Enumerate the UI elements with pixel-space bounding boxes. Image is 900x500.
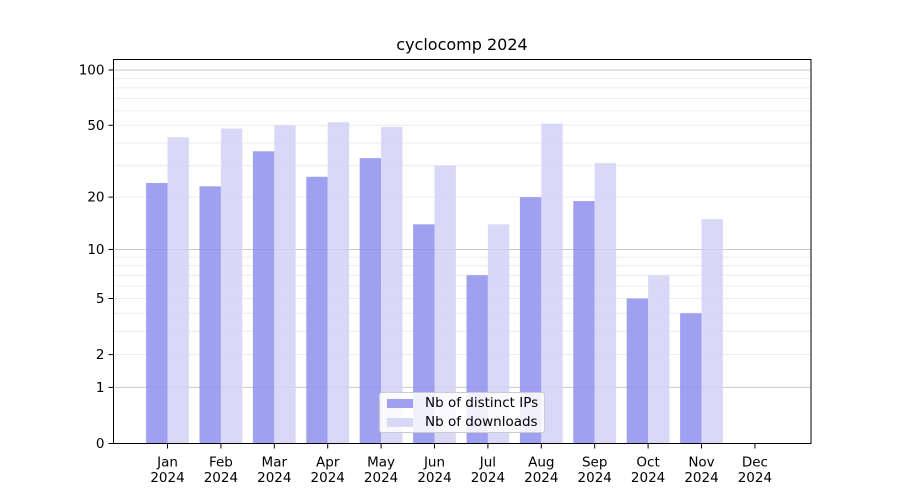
bar-nb-of-distinct-ips-jan-2024	[146, 183, 168, 444]
legend-swatch-distinct-ips-icon	[387, 398, 413, 408]
x-tick-label-month: Jul	[479, 455, 496, 471]
bar-nb-of-downloads-nov-2024	[701, 219, 723, 444]
x-tick-label-year: 2024	[524, 470, 558, 486]
y-tick-label: 10	[87, 242, 104, 258]
x-tick-label-year: 2024	[417, 470, 451, 486]
x-tick-label-month: Apr	[316, 455, 340, 471]
x-tick-label-year: 2024	[204, 470, 238, 486]
x-tick-label-year: 2024	[471, 470, 505, 486]
bar-nb-of-downloads-mar-2024	[274, 125, 296, 444]
y-tick-label: 20	[87, 190, 104, 206]
x-tick-label-year: 2024	[257, 470, 291, 486]
bar-nb-of-downloads-sep-2024	[594, 163, 617, 444]
bar-nb-of-downloads-may-2024	[381, 126, 403, 444]
x-tick-label-year: 2024	[578, 470, 612, 486]
bar-nb-of-distinct-ips-apr-2024	[306, 176, 328, 444]
legend-label-distinct-ips: Nb of distinct IPs	[425, 395, 539, 411]
y-tick-label: 5	[96, 291, 105, 307]
bar-nb-of-downloads-oct-2024	[648, 275, 670, 444]
bar-nb-of-distinct-ips-mar-2024	[252, 151, 275, 444]
y-tick-label: 1	[96, 380, 105, 396]
bar-nb-of-distinct-ips-jun-2024	[413, 224, 435, 444]
x-tick-label-year: 2024	[684, 470, 718, 486]
x-tick-label-month: Mar	[262, 455, 288, 471]
x-tick-label-month: Jan	[156, 455, 178, 471]
legend-item-distinct-ips: Nb of distinct IPs	[387, 395, 539, 411]
x-tick-label-month: Nov	[688, 455, 714, 471]
bar-nb-of-downloads-apr-2024	[327, 122, 350, 444]
bar-nb-of-downloads-feb-2024	[220, 128, 243, 444]
x-tick-label-month: Oct	[636, 455, 659, 471]
y-tick-label: 0	[96, 436, 105, 452]
x-tick-label-month: Aug	[528, 455, 554, 471]
x-tick-label-month: Feb	[209, 455, 233, 471]
bar-nb-of-downloads-jul-2024	[487, 224, 510, 444]
legend-label-downloads: Nb of downloads	[425, 414, 538, 430]
chart-title: cyclocomp 2024	[396, 35, 528, 54]
x-tick-label-month: Dec	[742, 455, 768, 471]
legend-item-downloads: Nb of downloads	[387, 414, 538, 430]
bar-nb-of-distinct-ips-sep-2024	[573, 201, 595, 444]
bar-nb-of-distinct-ips-aug-2024	[519, 197, 542, 444]
bar-nb-of-distinct-ips-oct-2024	[626, 298, 649, 444]
bar-nb-of-downloads-jan-2024	[167, 137, 189, 444]
axes-spines	[113, 59, 812, 444]
y-tick-label: 50	[87, 118, 104, 134]
x-tick-label-year: 2024	[311, 470, 345, 486]
y-tick-label: 100	[79, 63, 105, 79]
legend-swatch-downloads-icon	[387, 417, 413, 427]
bar-nb-of-downloads-aug-2024	[541, 123, 563, 444]
bar-nb-of-distinct-ips-feb-2024	[199, 186, 221, 444]
x-tick-label-year: 2024	[364, 470, 398, 486]
y-tick-label: 2	[96, 347, 105, 363]
x-tick-label-year: 2024	[150, 470, 184, 486]
bar-nb-of-distinct-ips-may-2024	[359, 158, 382, 444]
legend: Nb of distinct IPs Nb of downloads	[379, 392, 545, 433]
bar-nb-of-downloads-jun-2024	[434, 165, 456, 444]
bar-nb-of-distinct-ips-nov-2024	[680, 313, 702, 444]
x-tick-label-month: Jun	[423, 455, 445, 471]
x-tick-label-year: 2024	[631, 470, 665, 486]
x-tick-label-month: Sep	[582, 455, 607, 471]
x-tick-label-month: May	[367, 455, 395, 471]
x-tick-label-year: 2024	[738, 470, 772, 486]
